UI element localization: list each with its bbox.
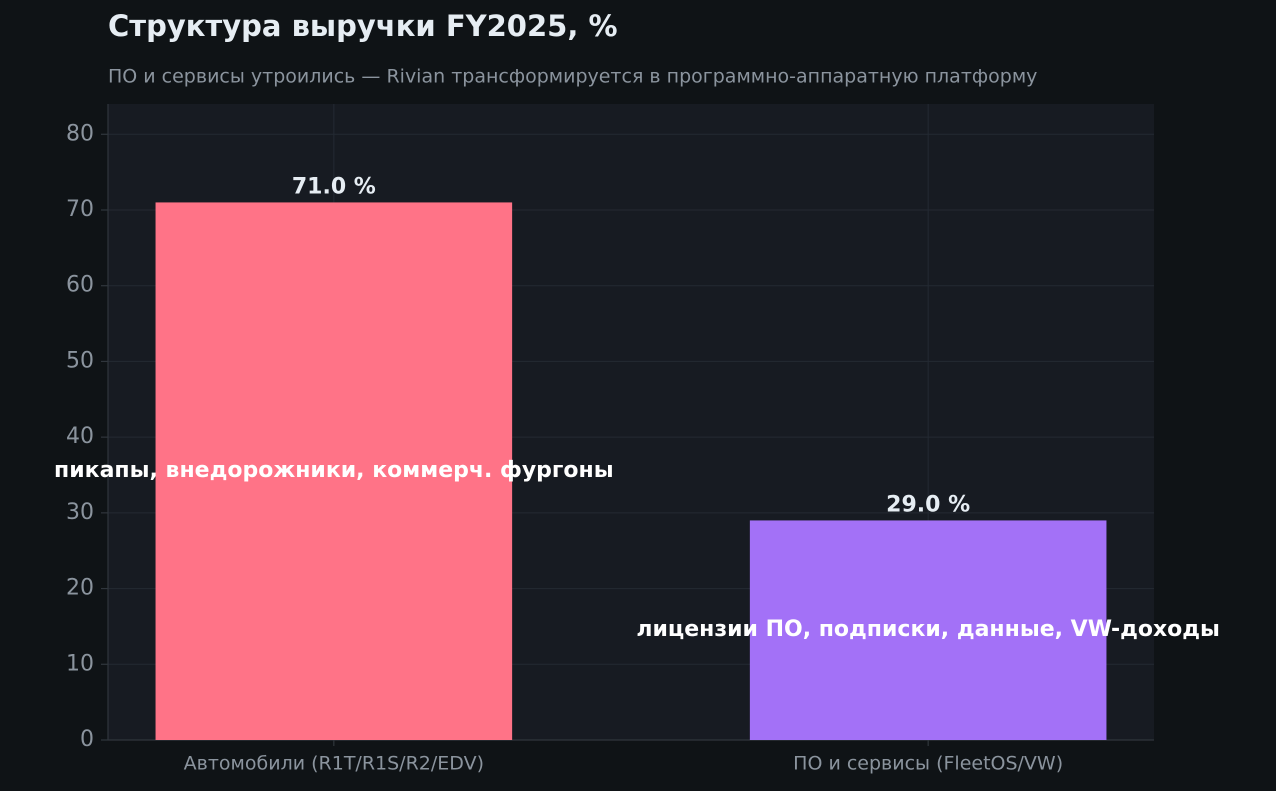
bar-annotation: лицензии ПО, подписки, данные, VW-доходы [636,617,1220,642]
x-tick-label: Автомобили (R1T/R1S/R2/EDV) [184,753,484,775]
y-tick-label: 40 [66,424,94,449]
chart-title: Структура выручки FY2025, % [108,9,618,43]
y-tick-label: 30 [66,500,94,525]
y-tick-label: 10 [66,651,94,676]
y-tick-label: 70 [66,197,94,222]
value-label: 29.0 % [886,492,970,517]
value-label: 71.0 % [292,174,376,199]
bar [155,202,513,740]
y-tick-label: 50 [66,348,94,373]
y-tick-label: 20 [66,576,94,601]
x-tick-label: ПО и сервисы (FleetOS/VW) [793,753,1063,775]
bar-annotation: пикапы, внедорожники, коммерч. фургоны [54,458,614,483]
bar [749,520,1107,740]
y-tick-label: 0 [80,727,94,752]
y-tick-label: 80 [66,121,94,146]
chart-subtitle: ПО и сервисы утроились — Rivian трансфор… [108,66,1037,88]
y-tick-label: 60 [66,273,94,298]
